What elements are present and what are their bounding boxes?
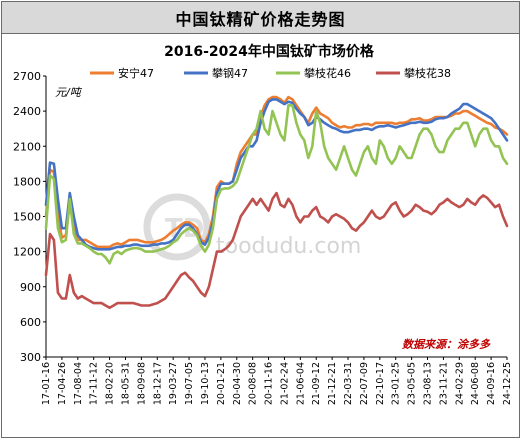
x-tick-label: 20-04-30 — [232, 362, 243, 405]
x-tick-label: 23-01-25 — [391, 362, 402, 405]
x-tick-label: 21-09-12 — [311, 362, 322, 405]
x-axis: 17-01-16 17-04-26 17-08-04 17-11-12 18-02-20… — [41, 357, 513, 405]
chart-title: 2016-2024年中国钛矿市场价格 — [164, 43, 375, 60]
x-tick-label: 19-07-05 — [184, 362, 195, 405]
series-line-2 — [44, 98, 509, 251]
series-line-1 — [44, 95, 509, 249]
x-tick-label: 17-01-16 — [41, 362, 52, 405]
x-tick-label: 20-08-08 — [248, 362, 259, 405]
source-note: 数据来源：涂多多 — [402, 338, 491, 351]
y-axis-unit-label: 元/吨 — [55, 86, 83, 99]
x-tick-label: 17-11-12 — [89, 362, 100, 405]
x-tick-label: 20-01-21 — [216, 362, 227, 405]
x-tick-label: 24-02-29 — [454, 362, 465, 405]
x-tick-label: 23-08-13 — [423, 362, 434, 405]
x-tick-label: 18-02-20 — [105, 362, 116, 405]
x-tick-label: 22-07-09 — [359, 362, 370, 405]
x-tick-label: 19-03-27 — [168, 362, 179, 405]
x-tick-label: 21-06-04 — [295, 362, 306, 405]
x-tick-label: 17-04-26 — [57, 362, 68, 405]
x-tick-label: 24-06-08 — [470, 362, 481, 405]
series-line-4 — [44, 191, 509, 310]
x-tick-label: 17-08-04 — [73, 362, 84, 405]
x-tick-label: 21-02-24 — [279, 362, 290, 405]
x-tick-label: 18-09-08 — [136, 362, 147, 405]
legend-label-4: 攀枝花38 — [404, 66, 451, 80]
y-tick-label: 1800 — [13, 175, 41, 188]
chart: 2016-2024年中国钛矿市场价格 安宁47 攀钢47 攀枝花46 攀枝花38 TD… — [13, 43, 513, 405]
y-tick-label: 1200 — [13, 246, 41, 259]
y-tick-label: 900 — [20, 281, 41, 294]
x-tick-label: 24-09-16 — [486, 362, 497, 405]
x-tick-label: 18-12-17 — [152, 362, 163, 405]
x-tick-label: 22-03-31 — [343, 362, 354, 405]
legend-label-3: 攀枝花46 — [304, 66, 351, 80]
x-tick-label: 21-12-21 — [327, 362, 338, 405]
page-title: 中国钛精矿价格走势图 — [2, 2, 519, 34]
y-tick-label: 600 — [20, 316, 41, 329]
legend: 安宁47 攀钢47 攀枝花46 攀枝花38 — [90, 66, 451, 80]
series-lines — [44, 95, 509, 310]
x-tick-label: 19-10-13 — [200, 362, 211, 405]
x-tick-label: 18-05-31 — [120, 362, 131, 405]
legend-label-1: 安宁47 — [118, 66, 154, 80]
x-tick-label: 22-10-17 — [375, 362, 386, 405]
x-tick-label: 23-11-21 — [438, 362, 449, 405]
watermark: TD toodudu.com — [143, 193, 361, 261]
watermark-logo-icon — [143, 193, 211, 261]
y-axis: 300 600 900 1200 1500 1800 2100 2400 2700 — [13, 70, 507, 364]
x-tick-label: 23-05-05 — [407, 362, 418, 405]
legend-label-2: 攀钢47 — [212, 67, 248, 80]
x-tick-label: 20-11-16 — [264, 362, 275, 405]
series-line-3 — [44, 104, 509, 265]
y-tick-label: 2700 — [13, 70, 41, 83]
watermark-text: toodudu.com — [216, 234, 361, 259]
y-tick-label: 2100 — [13, 140, 41, 153]
y-tick-label: 1500 — [13, 211, 41, 224]
y-tick-label: 2400 — [13, 105, 41, 118]
y-tick-label: 300 — [20, 351, 41, 364]
x-tick-label: 24-12-25 — [502, 362, 513, 405]
